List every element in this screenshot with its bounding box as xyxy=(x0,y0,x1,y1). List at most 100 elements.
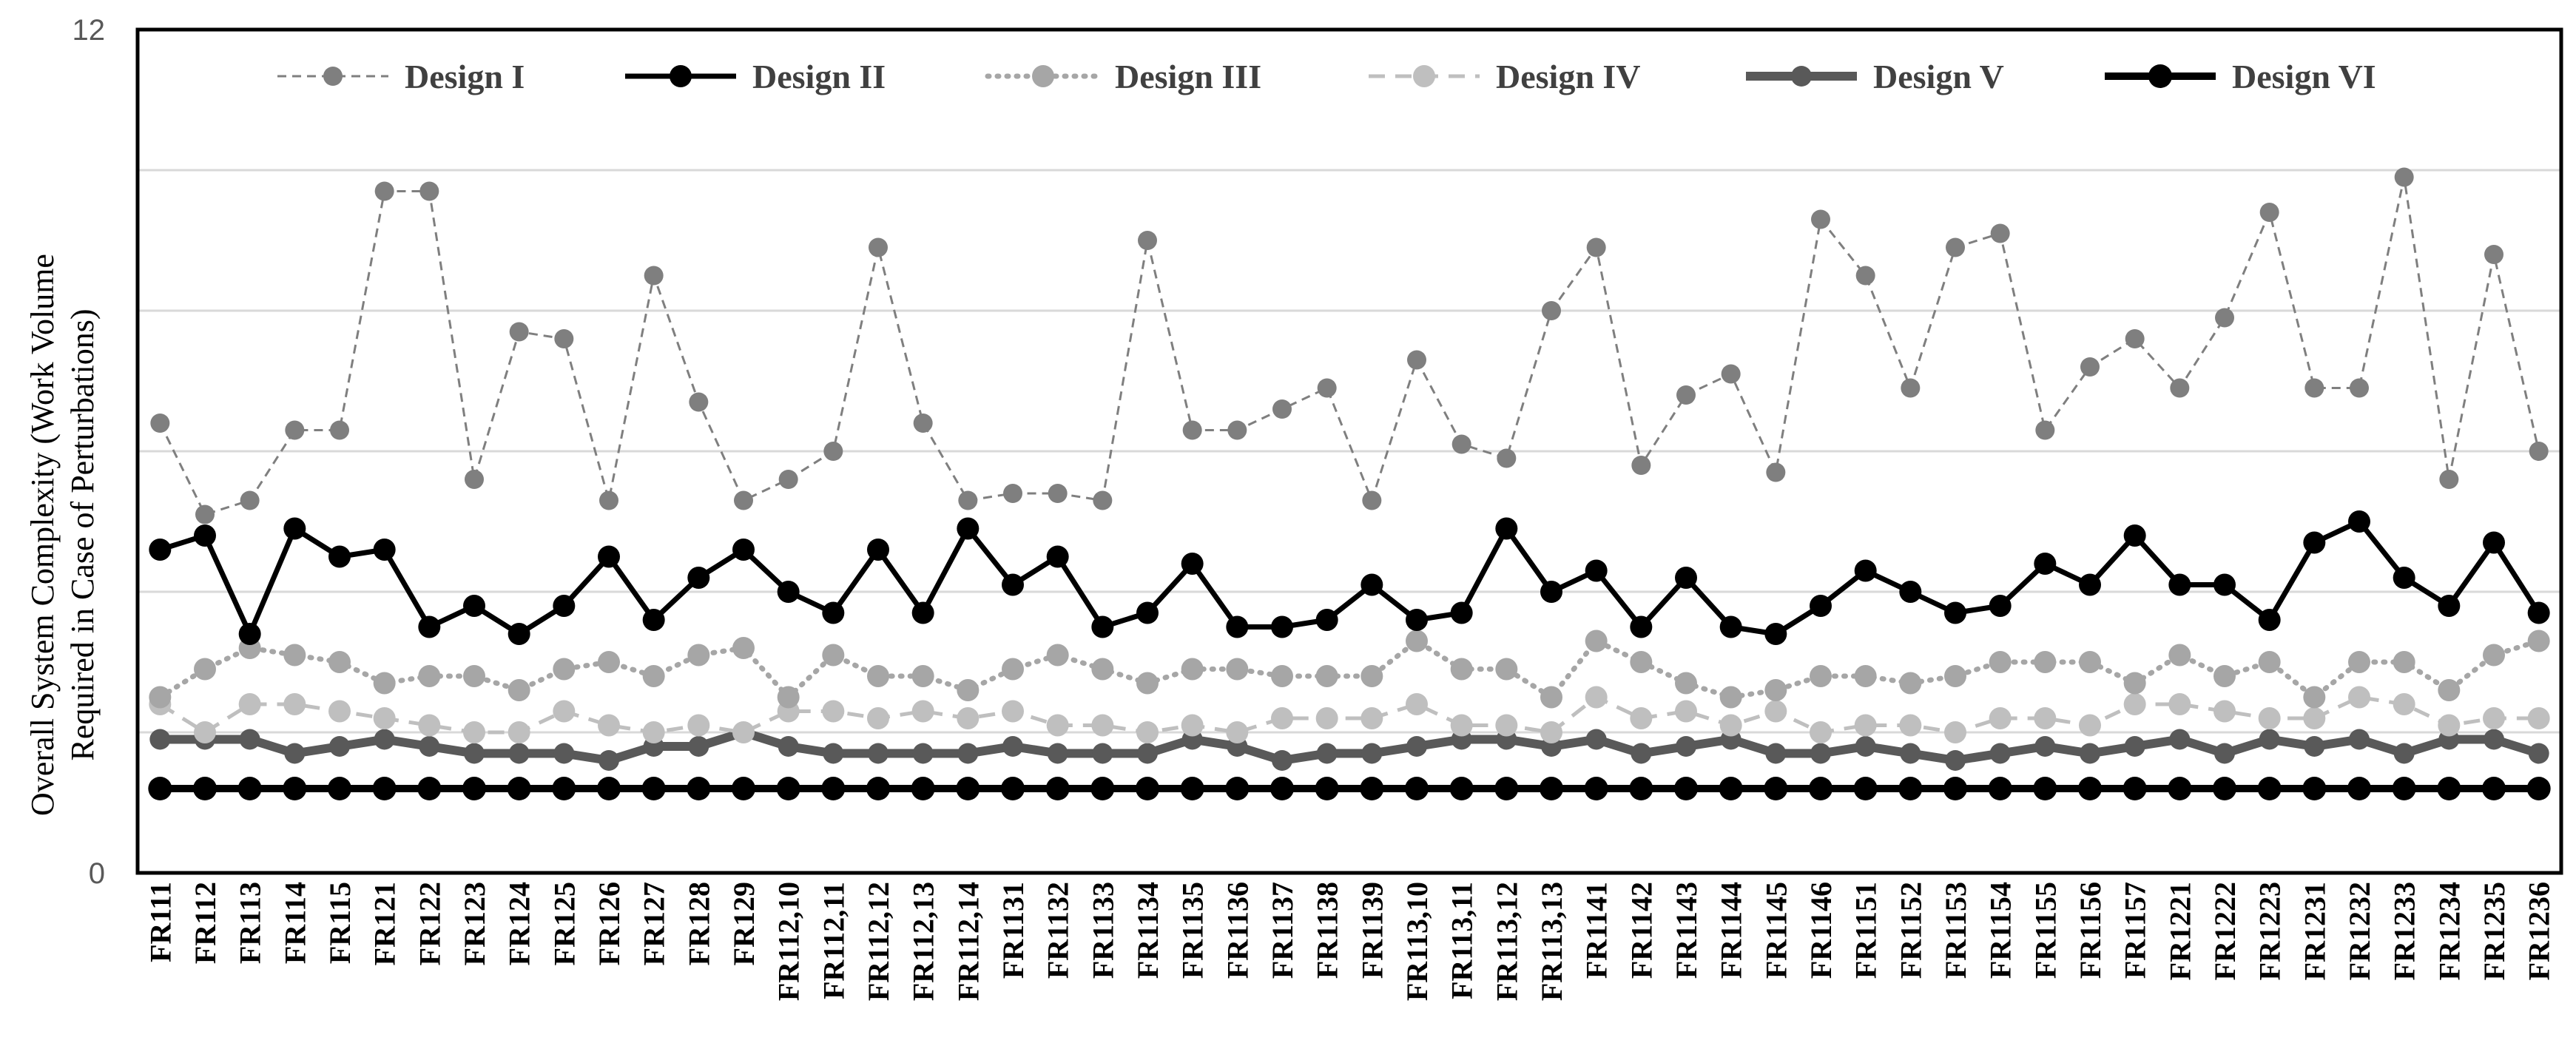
series-3-point-13 xyxy=(732,637,755,659)
y-axis-label: Overall System Complexity (Work Volume R… xyxy=(24,254,101,816)
series-1-point-34 xyxy=(1676,385,1696,405)
series-6-point-12 xyxy=(687,777,711,800)
legend-label-4: Design IV xyxy=(1496,58,1641,95)
series-2-point-18 xyxy=(957,517,980,540)
series-line-1 xyxy=(158,176,2540,516)
series-5-point-45 xyxy=(2169,729,2191,750)
series-2-point-47 xyxy=(2258,609,2281,631)
series-3-point-5 xyxy=(373,672,396,695)
series-2-point-25 xyxy=(1271,615,1293,638)
series-1-point-45 xyxy=(2170,378,2190,398)
series-3-point-35 xyxy=(1719,686,1742,709)
x-tick-label-39: FR1152 xyxy=(1894,882,1927,979)
series-3-point-50 xyxy=(2393,651,2415,673)
series-2-point-32 xyxy=(1585,559,1608,582)
series-4-point-46 xyxy=(2213,700,2236,723)
series-3-point-49 xyxy=(2348,651,2370,673)
series-4-point-27 xyxy=(1361,707,1383,729)
series-6-point-31 xyxy=(1540,777,1563,800)
series-6-point-53 xyxy=(2526,777,2551,800)
series-4-point-49 xyxy=(2348,686,2370,709)
x-tick-label-30: FR113,12 xyxy=(1490,882,1523,1001)
series-4-point-50 xyxy=(2393,693,2415,715)
series-1-point-30 xyxy=(1497,448,1517,468)
series-6-point-43 xyxy=(2078,777,2102,800)
series-5-point-39 xyxy=(1900,743,1921,764)
series-4-point-39 xyxy=(1899,714,1922,737)
series-4-point-53 xyxy=(2527,707,2550,729)
x-tick-label-33: FR1142 xyxy=(1625,882,1658,979)
series-2-point-15 xyxy=(822,601,845,624)
series-2-point-29 xyxy=(1450,601,1473,624)
x-tick-label-48: FR1231 xyxy=(2298,882,2331,980)
series-1-point-29 xyxy=(1451,434,1471,454)
x-tick-label-45: FR1221 xyxy=(2163,882,2196,980)
series-1-point-46 xyxy=(2215,308,2234,328)
series-4-point-34 xyxy=(1675,700,1697,723)
x-tick-label-4: FR115 xyxy=(323,882,357,964)
series-1-point-14 xyxy=(778,470,798,489)
x-tick-label-38: FR1151 xyxy=(1850,882,1883,979)
y-axis-label-line-2: Required in Case of Perturbations) xyxy=(64,309,101,761)
series-4-point-37 xyxy=(1810,721,1832,743)
series-6-point-2 xyxy=(237,777,262,800)
series-6-point-9 xyxy=(552,777,576,800)
plot-area-frame xyxy=(135,27,2563,875)
series-6-point-30 xyxy=(1494,777,1519,800)
series-6-point-14 xyxy=(776,777,800,800)
series-5-point-48 xyxy=(2304,736,2325,757)
legend-item-3: Design III xyxy=(985,58,1261,95)
series-2-point-38 xyxy=(1854,559,1877,582)
x-tick-label-24: FR1136 xyxy=(1221,882,1254,979)
series-2-point-28 xyxy=(1406,609,1428,631)
series-1-point-18 xyxy=(958,490,978,510)
series-1-point-16 xyxy=(869,237,888,257)
series-5-point-25 xyxy=(1272,750,1292,771)
series-1-point-39 xyxy=(1901,378,1921,398)
series-4-point-17 xyxy=(911,700,934,723)
series-5-point-7 xyxy=(464,743,485,764)
series-2-point-13 xyxy=(732,539,755,561)
series-5-point-44 xyxy=(2124,736,2145,757)
series-3-point-47 xyxy=(2258,651,2281,673)
series-6-point-36 xyxy=(1764,777,1788,800)
series-3-point-11 xyxy=(642,665,665,687)
series-1-point-27 xyxy=(1362,490,1382,510)
series-1-point-38 xyxy=(1855,266,1875,286)
series-3-point-42 xyxy=(2034,651,2057,673)
series-3-point-14 xyxy=(777,686,800,709)
series-6-point-8 xyxy=(507,777,531,800)
series-1-point-1 xyxy=(195,504,215,524)
x-tick-label-10: FR126 xyxy=(593,882,626,965)
series-2-point-2 xyxy=(238,623,261,645)
y-axis-label-line-1: Overall System Complexity (Work Volume xyxy=(24,254,61,816)
series-3-point-26 xyxy=(1315,665,1338,687)
series-4-point-2 xyxy=(238,693,261,715)
series-5-point-6 xyxy=(419,736,440,757)
series-2-point-17 xyxy=(911,601,934,624)
series-2-point-41 xyxy=(1989,595,2012,617)
series-5-point-37 xyxy=(1810,743,1831,764)
x-tick-label-49: FR1232 xyxy=(2343,882,2376,980)
x-tick-label-26: FR1138 xyxy=(1311,882,1344,979)
series-1-point-9 xyxy=(554,329,574,348)
series-6-point-10 xyxy=(597,777,621,800)
series-2-point-11 xyxy=(642,609,665,631)
x-tick-label-19: FR1131 xyxy=(997,882,1030,979)
series-6-point-38 xyxy=(1853,777,1878,800)
series-6-point-46 xyxy=(2213,777,2236,800)
series-5-point-2 xyxy=(239,729,260,750)
series-2-point-44 xyxy=(2123,524,2146,547)
series-1-point-15 xyxy=(823,442,843,461)
series-4-point-32 xyxy=(1585,686,1608,709)
series-4-point-4 xyxy=(328,700,351,723)
series-5-point-22 xyxy=(1137,743,1158,764)
series-4-point-16 xyxy=(867,707,889,729)
series-5-point-42 xyxy=(2034,736,2056,757)
series-2-point-37 xyxy=(1810,595,1832,617)
series-6-point-27 xyxy=(1360,777,1384,800)
series-2-point-8 xyxy=(508,623,530,645)
series-1-point-19 xyxy=(1003,484,1022,503)
series-2-point-30 xyxy=(1495,517,1518,540)
series-3 xyxy=(149,630,2550,709)
